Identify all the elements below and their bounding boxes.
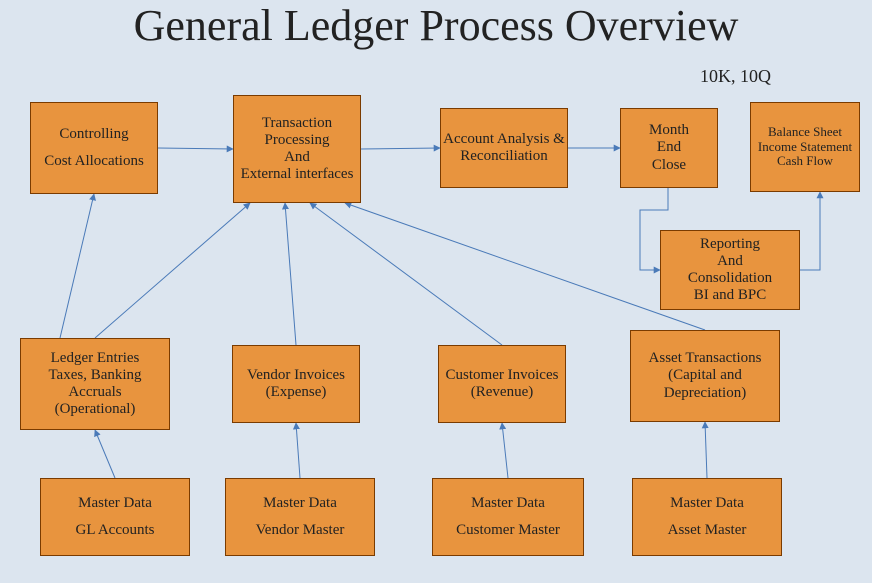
node-month: MonthEndClose [620, 108, 718, 188]
node-md_gl: Master Data GL Accounts [40, 478, 190, 556]
edge-md_asset-asset [705, 422, 707, 478]
node-asset: Asset Transactions (Capital and Deprecia… [630, 330, 780, 422]
node-label-line: Reporting [700, 236, 760, 253]
node-label-line [506, 513, 510, 522]
node-label-line: BI and BPC [694, 287, 767, 304]
node-label-line: Asset Master [668, 522, 747, 539]
node-label-line: Cash Flow [777, 154, 833, 169]
node-label-line: Close [652, 157, 686, 174]
edge-customer-txn [310, 203, 502, 345]
node-label-line: Customer Invoices (Revenue) [441, 367, 563, 402]
node-label-line: Cost Allocations [44, 153, 144, 170]
node-label-line: Balance Sheet [768, 125, 842, 140]
edge-ledger-controlling [60, 194, 94, 338]
node-label-line: Account Analysis & Reconciliation [443, 131, 565, 166]
node-label-line [705, 513, 709, 522]
node-reporting: ReportingAndConsolidationBI and BPC [660, 230, 800, 310]
node-label-line: GL Accounts [75, 522, 154, 539]
subtitle-label: 10K, 10Q [700, 66, 771, 87]
node-label-line: Consolidation [688, 270, 772, 287]
node-label-line: And [284, 149, 310, 166]
node-label-line: Month [649, 122, 689, 139]
node-md_vendor: Master Data Vendor Master [225, 478, 375, 556]
node-label-line: (Operational) [55, 401, 136, 418]
node-ledger: Ledger EntriesTaxes, BankingAccruals(Ope… [20, 338, 170, 430]
edge-asset-txn [345, 203, 705, 330]
node-md_asset: Master Data Asset Master [632, 478, 782, 556]
node-label-line: External interfaces [241, 166, 354, 183]
node-label-line: Ledger Entries [51, 350, 140, 367]
node-label-line: End [657, 139, 681, 156]
node-label-line: Transaction Processing [236, 115, 358, 150]
edge-md_customer-customer [502, 423, 508, 478]
node-label-line: Taxes, Banking [48, 367, 141, 384]
edge-reporting-balance [800, 192, 820, 270]
node-label-line: Asset Transactions (Capital and Deprecia… [633, 350, 777, 402]
node-balance: Balance SheetIncome StatementCash Flow [750, 102, 860, 192]
node-label-line: Vendor Invoices (Expense) [235, 367, 357, 402]
node-customer: Customer Invoices (Revenue) [438, 345, 566, 423]
edge-md_vendor-vendor [296, 423, 300, 478]
node-controlling: Controlling Cost Allocations [30, 102, 158, 194]
node-label-line [113, 513, 117, 522]
node-label-line: And [717, 253, 743, 270]
node-label-line: Vendor Master [256, 522, 345, 539]
node-label-line: Accruals [68, 384, 121, 401]
edge-vendor-txn [285, 203, 296, 345]
node-label-line: Income Statement [758, 140, 852, 155]
edge-txn-acct [361, 148, 440, 149]
edge-ledger-txn [95, 203, 250, 338]
edge-controlling-txn [158, 148, 233, 149]
node-label-line [92, 144, 96, 153]
node-label-line [298, 513, 302, 522]
node-md_customer: Master Data Customer Master [432, 478, 584, 556]
node-label-line: Customer Master [456, 522, 560, 539]
edge-md_gl-ledger [95, 430, 115, 478]
node-vendor: Vendor Invoices (Expense) [232, 345, 360, 423]
node-acct: Account Analysis & Reconciliation [440, 108, 568, 188]
node-txn: Transaction ProcessingAndExternal interf… [233, 95, 361, 203]
page-title: General Ledger Process Overview [0, 0, 872, 51]
